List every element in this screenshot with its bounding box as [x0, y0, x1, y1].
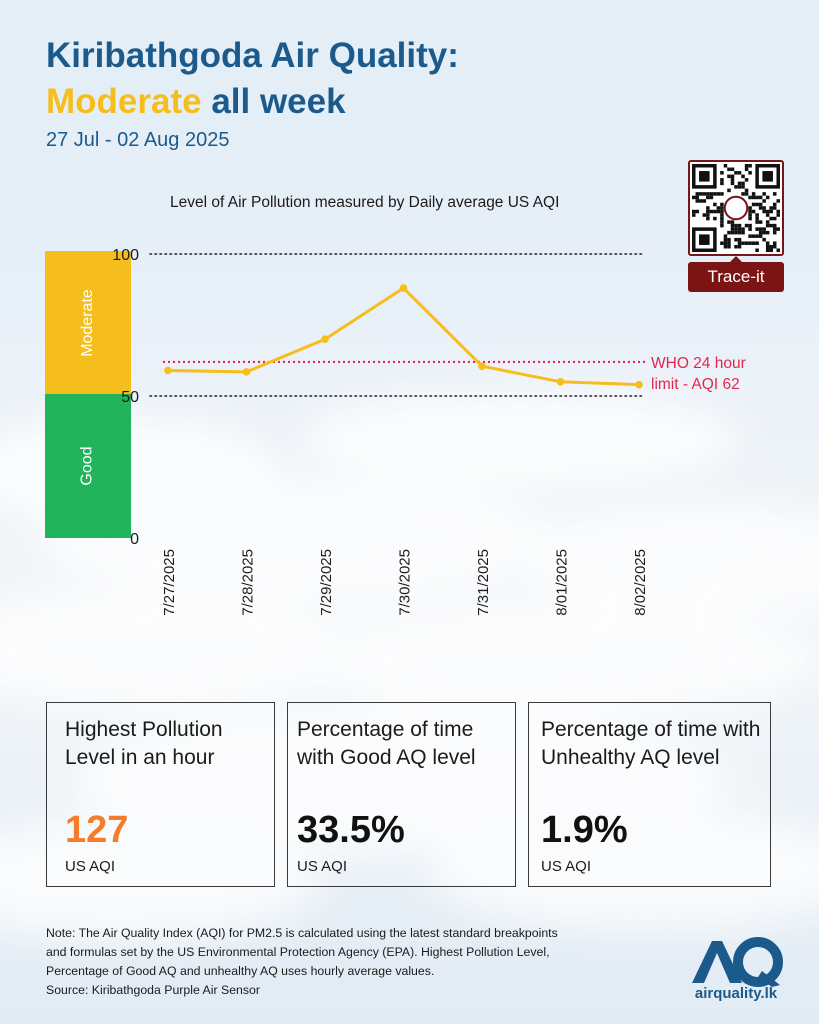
x-tick-label: 7/27/2025 [161, 549, 178, 616]
data-point [478, 362, 486, 370]
stat-label: Percentage of time with Unhealthy AQ lev… [541, 718, 761, 769]
x-tick-label: 7/29/2025 [318, 549, 335, 616]
date-range: 27 Jul - 02 Aug 2025 [46, 129, 230, 151]
stat-label: Percentage of time with Good AQ level [297, 718, 476, 769]
stat-unit: US AQI [541, 858, 592, 875]
x-tick-label: 8/01/2025 [554, 549, 571, 616]
note-line: Percentage of Good AQ and unhealthy AQ u… [46, 964, 435, 978]
band-good: Good [45, 394, 131, 538]
x-tick-label: 7/28/2025 [240, 549, 257, 616]
y-tick-label: 0 [130, 531, 139, 548]
stat-card-unhealthy: Percentage of time with Unhealthy AQ lev… [528, 702, 771, 887]
stat-unit: US AQI [65, 858, 116, 875]
band-moderate: Moderate [45, 251, 131, 394]
stat-label: Highest Pollution Level in an hour [65, 718, 223, 769]
stat-card-good: Percentage of time with Good AQ level 33… [287, 702, 516, 887]
page-subtitle: Moderate all week [46, 82, 346, 122]
note-line: Note: The Air Quality Index (AQI) for PM… [46, 926, 558, 940]
aq-status-accent: Moderate [46, 82, 202, 121]
data-point [635, 380, 643, 389]
data-point [164, 366, 172, 375]
data-point [399, 284, 408, 292]
qr-code[interactable] [688, 160, 784, 256]
airquality-logo [692, 937, 783, 987]
series-line [167, 286, 640, 387]
stat-value: 33.5% [297, 809, 405, 851]
note-line: and formulas set by the US Environmental… [46, 945, 550, 959]
trace-it-button[interactable]: Trace-it [688, 256, 784, 292]
x-tick-label: 7/30/2025 [397, 549, 414, 616]
data-point [556, 378, 565, 386]
footnote: Note: The Air Quality Index (AQI) for PM… [46, 924, 686, 1000]
stat-value: 127 [65, 809, 129, 851]
qr-code-icon [692, 164, 780, 252]
page-title: Kiribathgoda Air Quality: [46, 36, 459, 75]
stat-card-highest: Highest Pollution Level in an hour 127 U… [46, 702, 275, 887]
y-tick-label: 50 [121, 389, 139, 406]
chart-title: Level of Air Pollution measured by Daily… [170, 194, 560, 211]
who-limit-label: WHO 24 hour [651, 355, 746, 372]
subtitle-rest: all week [201, 82, 346, 121]
x-tick-label: 8/02/2025 [632, 549, 649, 616]
stat-value: 1.9% [541, 809, 628, 851]
y-tick-label: 100 [112, 247, 139, 264]
logo-text: airquality.lk [694, 985, 778, 1002]
stat-unit: US AQI [297, 858, 348, 875]
data-point [242, 368, 251, 376]
who-limit-label: limit - AQI 62 [651, 376, 740, 393]
source-line: Source: Kiribathgoda Purple Air Sensor [46, 983, 260, 997]
x-tick-label: 7/31/2025 [475, 549, 492, 616]
data-point [321, 335, 329, 344]
